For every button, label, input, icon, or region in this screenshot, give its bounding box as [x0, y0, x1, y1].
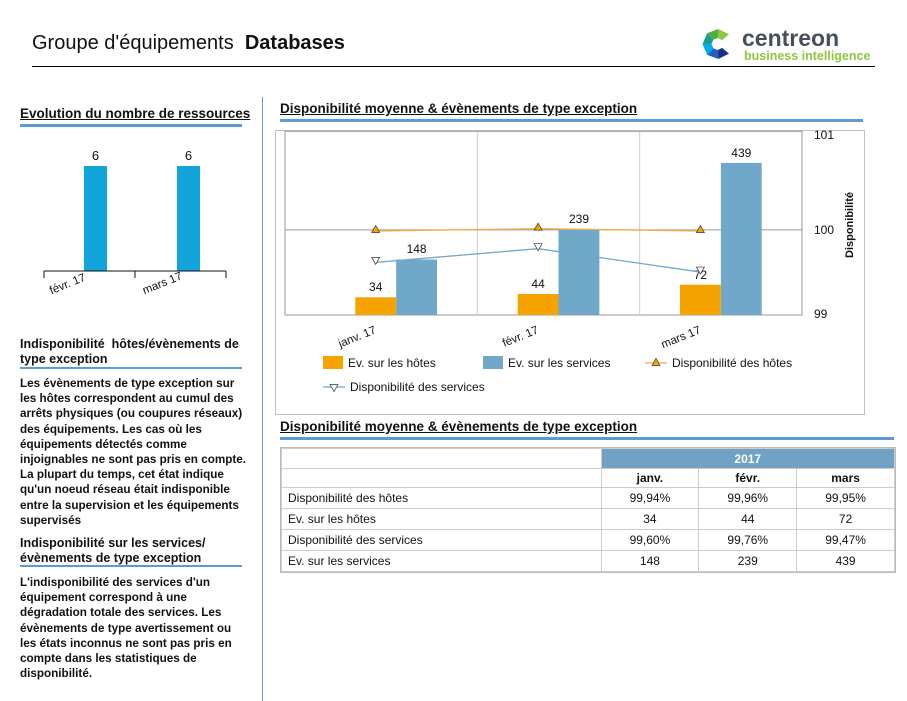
- svg-text:Disponibilité des hôtes: Disponibilité des hôtes: [672, 356, 792, 370]
- svg-text:148: 148: [407, 242, 427, 256]
- svg-text:Disponibilité des services: Disponibilité des services: [350, 380, 485, 394]
- svg-text:Ev. sur les services: Ev. sur les services: [508, 356, 610, 370]
- svg-text:100: 100: [814, 223, 834, 237]
- svg-text:6: 6: [185, 150, 192, 163]
- svg-text:6: 6: [92, 150, 99, 163]
- svg-text:Disponibilité: Disponibilité: [844, 192, 856, 258]
- svg-text:mars 17: mars 17: [660, 324, 703, 351]
- svg-text:99: 99: [814, 307, 828, 321]
- svg-text:44: 44: [531, 277, 545, 291]
- svg-text:févr. 17: févr. 17: [501, 324, 540, 349]
- svg-text:Ev. sur les hôtes: Ev. sur les hôtes: [348, 356, 436, 370]
- svg-text:101: 101: [814, 130, 834, 142]
- svg-text:34: 34: [369, 280, 383, 294]
- svg-text:439: 439: [731, 146, 751, 160]
- svg-text:239: 239: [569, 212, 589, 226]
- svg-text:janv. 17: janv. 17: [336, 324, 378, 350]
